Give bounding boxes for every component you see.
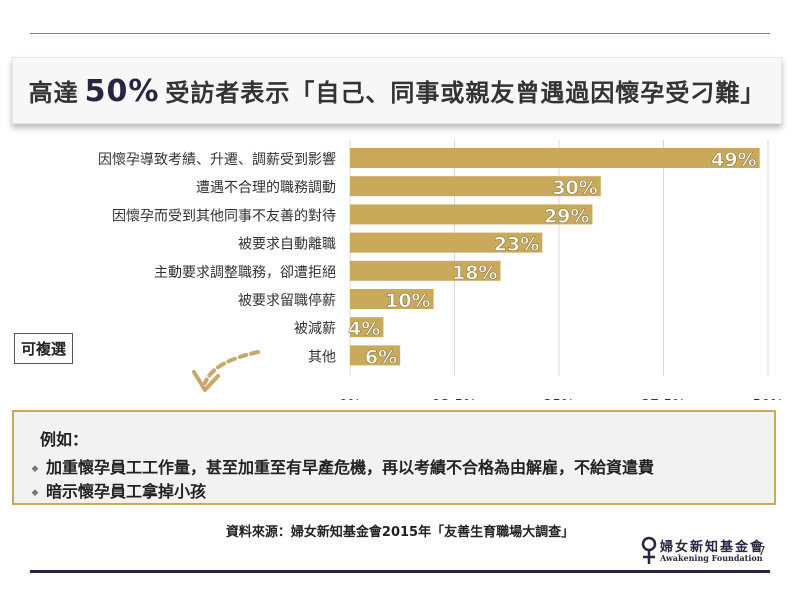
bar xyxy=(350,345,401,366)
bar xyxy=(350,260,501,281)
foundation-logo: 婦女新知基金會 Awakening Foundation xyxy=(640,535,763,567)
bar-value-label: 30% xyxy=(552,177,597,199)
example-item: ◆ 暗示懷孕員工拿掉小孩 xyxy=(24,478,206,502)
slide-title: 高達 50% 受訪者表示「自己、同事或親友曾遇過因懷孕受刁難」 xyxy=(29,73,766,109)
x-tick-label: 12.5% xyxy=(432,398,476,400)
female-symbol-icon xyxy=(641,536,657,564)
diamond-bullet-icon: ◆ xyxy=(31,463,39,474)
bar-value-label: 4% xyxy=(348,318,380,340)
bar-value-label: 6% xyxy=(365,346,397,368)
bar xyxy=(350,148,760,168)
category-label: 被減薪 xyxy=(294,320,336,337)
curved-arrow-icon xyxy=(203,350,260,385)
bar-value-label: 10% xyxy=(385,290,430,312)
category-label: 其他 xyxy=(308,349,336,365)
category-label: 因懷孕而受到其他同事不友善的對待 xyxy=(112,208,336,224)
example-box: 例如： ◆ 加重懷孕員工工作量，甚至加重至有早產危機，再以考績不合格為由解雇，不給… xyxy=(12,410,776,505)
x-tick-label: 25% xyxy=(543,398,574,400)
example-item: ◆ 加重懷孕員工工作量，甚至加重至有早產危機，再以考績不合格為由解雇，不給資遣費 xyxy=(24,454,654,478)
bar-chart: 49% 30% 29%23% 18% 10%4% 6% 因懷孕導致考績、升遷、調薪受到影響… xyxy=(98,140,784,400)
bar-value-label: 18% xyxy=(452,262,497,284)
bar xyxy=(350,317,384,338)
grid-layer xyxy=(349,140,769,376)
bar-layer: 49% 30% 29%23% 18% 10%4% 6% xyxy=(348,148,760,369)
category-label: 遭遇不合理的職務調動 xyxy=(196,180,336,196)
bar xyxy=(350,204,593,225)
multi-select-tag: 可複選 xyxy=(14,333,74,364)
category-label-layer: 因懷孕導致考績、升遷、調薪受到影響遭遇不合理的職務調動因懷孕而受到其他同事不友善… xyxy=(98,151,336,365)
category-label: 主動要求調整職務，卻遭拒絕 xyxy=(154,265,336,281)
title-rest: 受訪者表示「自己、同事或親友曾遇過因懷孕受刁難」 xyxy=(165,78,766,107)
title-prefix: 高達 xyxy=(28,78,79,107)
category-label: 被要求自動離職 xyxy=(238,236,336,253)
x-tick-label: 0% xyxy=(339,398,361,400)
top-rule xyxy=(30,33,770,34)
example-heading: 例如： xyxy=(40,430,89,449)
example-item-text: 加重懷孕員工工作量，甚至加重至有早產危機，再以考績不合格為由解雇，不給資遣費 xyxy=(46,458,655,477)
page-number: 7 xyxy=(758,544,766,558)
bar xyxy=(350,176,601,197)
category-label: 因懷孕導致考績、升遷、調薪受到影響 xyxy=(98,151,336,168)
bar-value-label: 49% xyxy=(711,149,756,171)
x-tick-label: 37.5% xyxy=(641,398,685,400)
bar xyxy=(350,232,543,253)
bar-value-label: 23% xyxy=(494,234,539,256)
diamond-bullet-icon: ◆ xyxy=(31,487,39,498)
category-label: 被要求留職停薪 xyxy=(238,292,336,309)
x-tick-label: 50% xyxy=(752,398,783,400)
example-item-text: 暗示懷孕員工拿掉小孩 xyxy=(46,482,207,501)
bottom-rule xyxy=(30,570,770,573)
title-box: 高達 50% 受訪者表示「自己、同事或親友曾遇過因懷孕受刁難」 xyxy=(12,57,782,124)
logo-chinese-name: 婦女新知基金會 xyxy=(660,540,766,555)
logo-english-name: Awakening Foundation xyxy=(660,553,763,563)
title-highlight: 50% xyxy=(84,73,160,109)
arrow-head-icon xyxy=(192,370,220,392)
bar xyxy=(350,289,434,309)
source-note: 資料來源：婦女新知基金會2015年「友善生育職場大調查」 xyxy=(225,525,575,540)
tick-label-layer: 0% 12.5% 25% 37.5% 50% xyxy=(339,398,784,400)
bar-value-label: 29% xyxy=(544,205,589,227)
